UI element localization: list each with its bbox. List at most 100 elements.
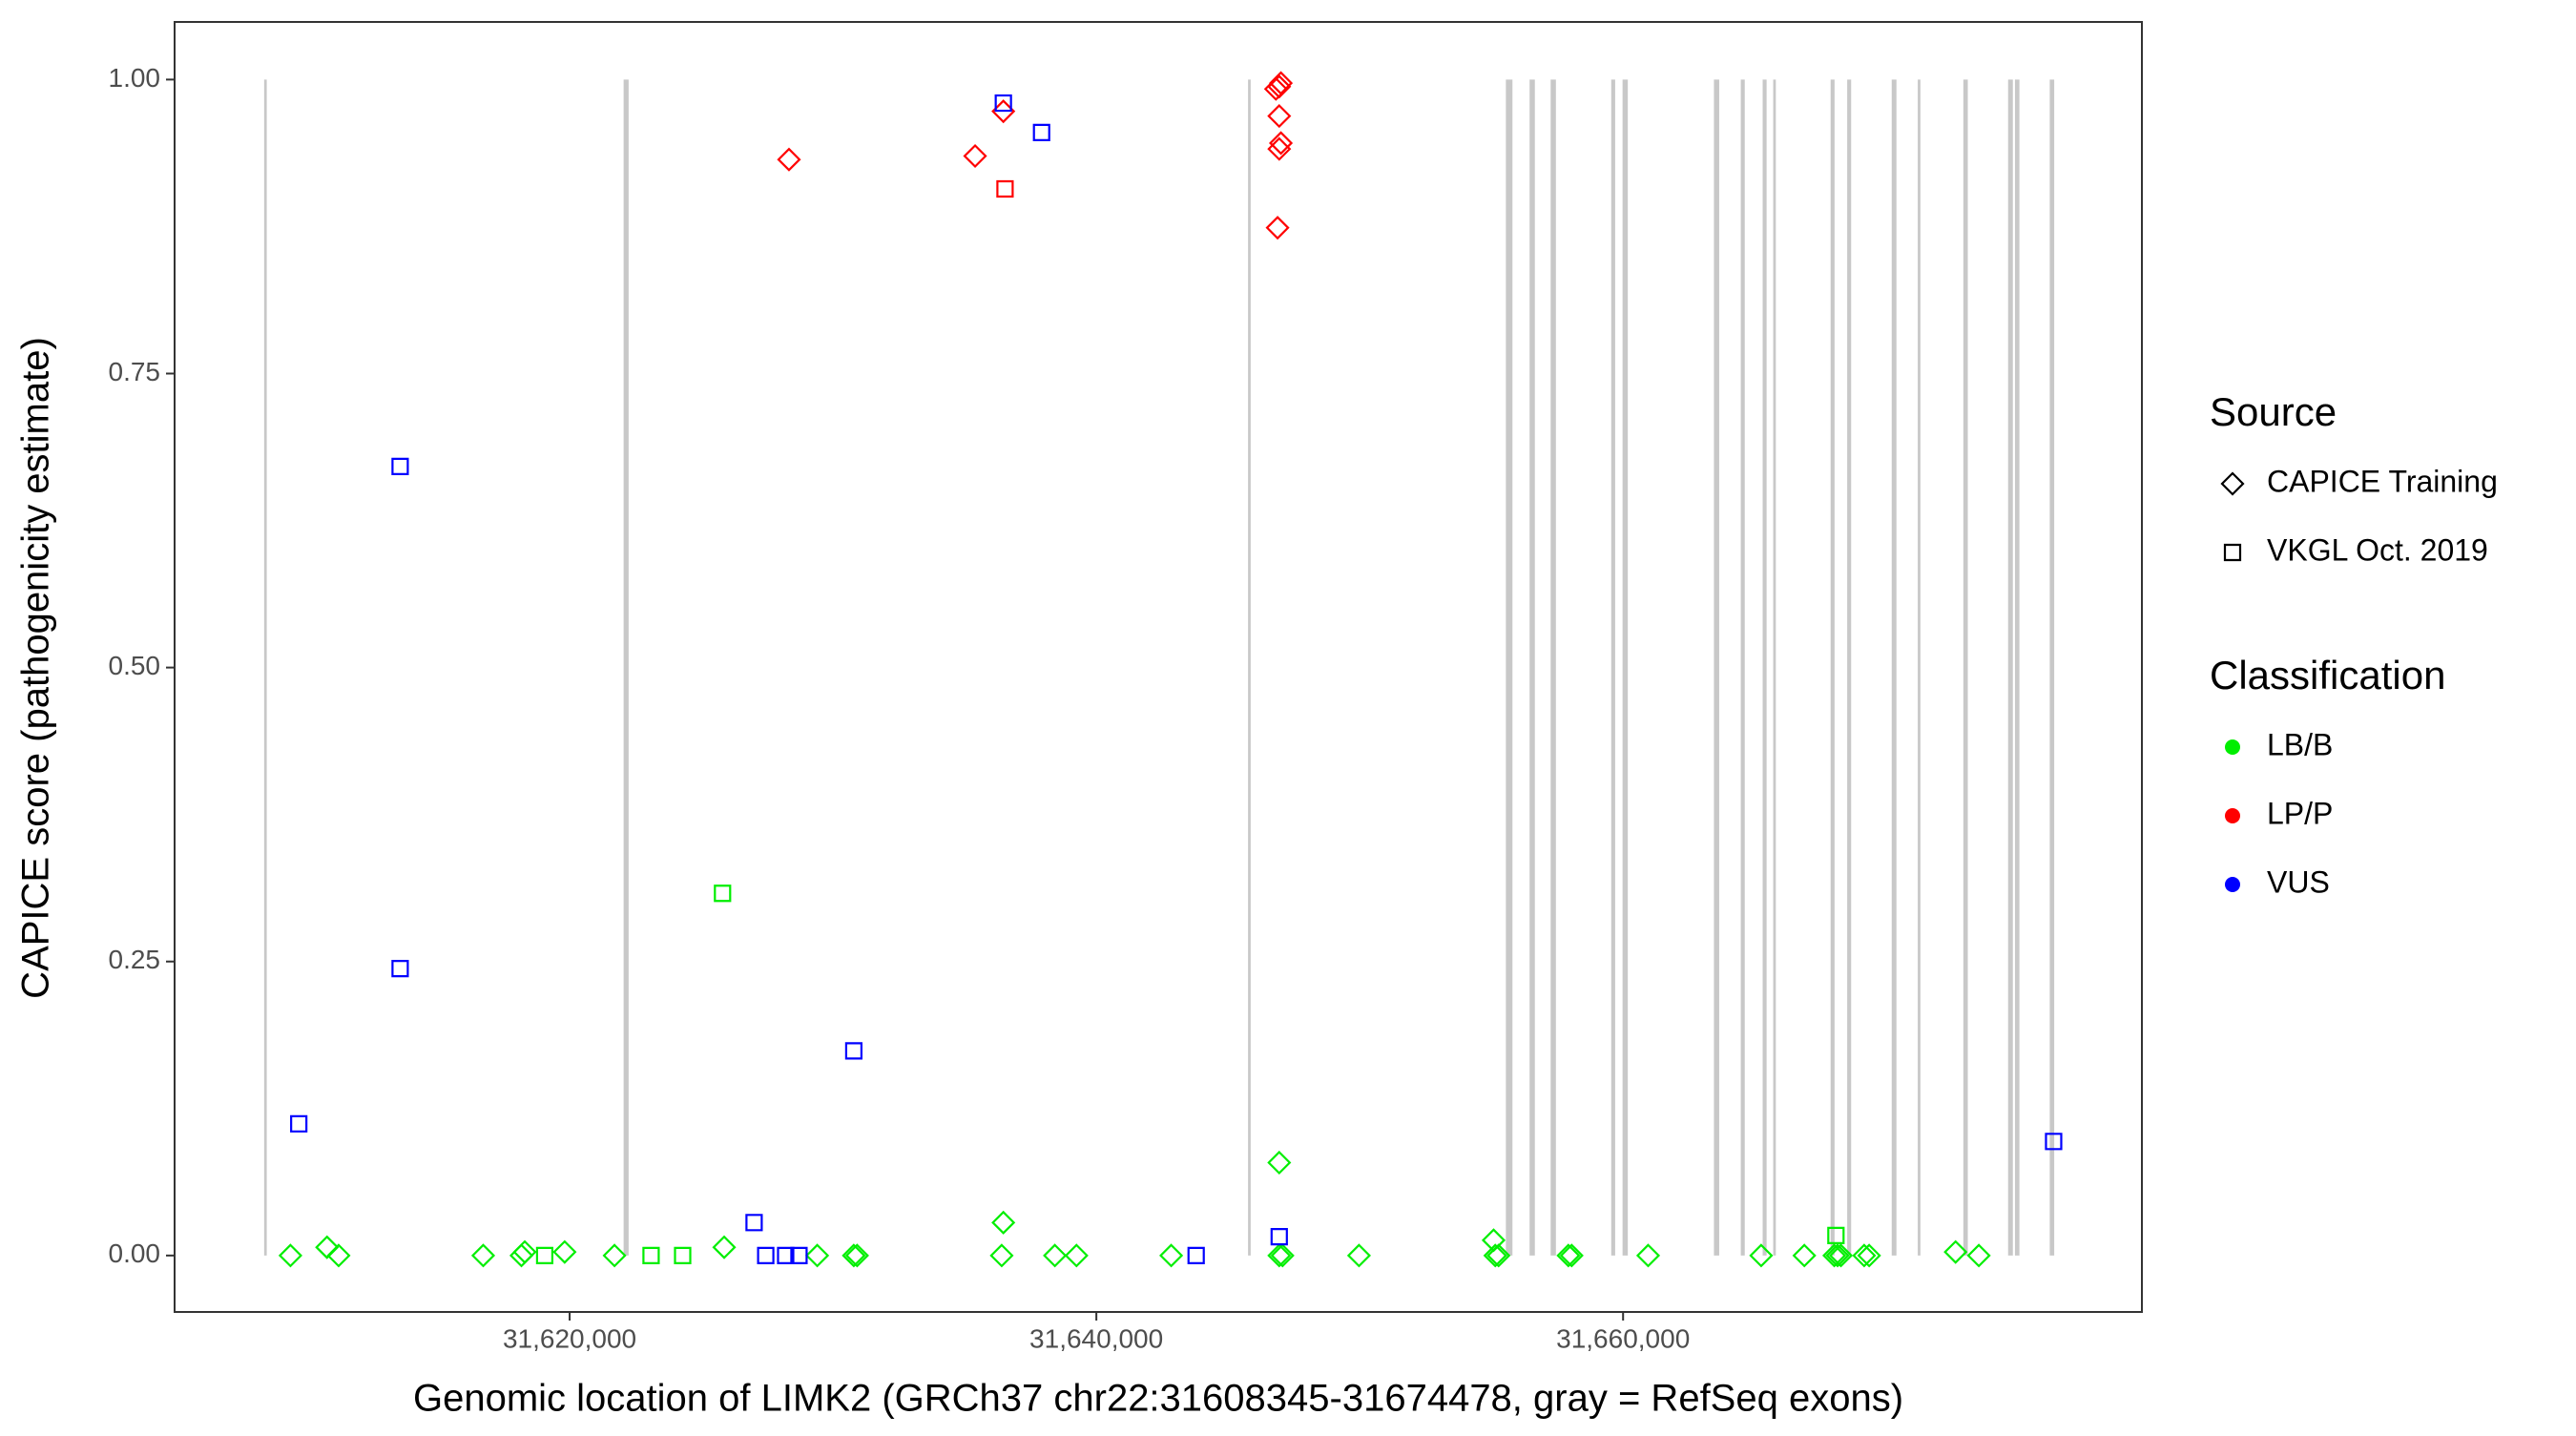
point	[1263, 76, 1288, 101]
exon	[1773, 79, 1776, 1256]
exon	[1506, 79, 1513, 1256]
legend-label: LB/B	[2267, 727, 2333, 761]
point	[1556, 1243, 1581, 1268]
exon	[1610, 79, 1615, 1256]
y-tick-label: 0.00	[109, 1238, 161, 1268]
point	[1825, 1243, 1850, 1268]
legend-label: VKGL Oct. 2019	[2267, 532, 2488, 567]
point	[552, 1239, 577, 1264]
x-tick-label: 31,660,000	[1556, 1323, 1690, 1353]
point	[391, 457, 409, 475]
point	[391, 960, 409, 978]
point	[1635, 1243, 1661, 1268]
point	[844, 1243, 869, 1268]
y-axis-title: CAPICE score (pathogenicity estimate)	[15, 337, 57, 999]
exon	[263, 79, 267, 1256]
point	[844, 1042, 863, 1060]
point	[1486, 1243, 1511, 1268]
point	[714, 884, 732, 903]
point	[991, 1210, 1016, 1235]
point	[989, 1243, 1014, 1268]
legend-title: Source	[2210, 389, 2337, 434]
exon	[2007, 79, 2013, 1256]
point	[290, 1114, 308, 1133]
point	[1966, 1243, 1991, 1268]
point	[1822, 1243, 1847, 1268]
y-tick-label: 0.50	[109, 651, 161, 680]
point	[512, 1239, 537, 1264]
point	[1270, 1228, 1288, 1246]
point	[805, 1243, 830, 1268]
point	[509, 1243, 534, 1268]
legend-key	[2225, 877, 2240, 892]
point	[994, 94, 1012, 113]
exon	[2014, 79, 2020, 1256]
point	[1270, 1243, 1295, 1268]
point	[1559, 1243, 1584, 1268]
exon	[1918, 79, 1921, 1256]
exon	[1550, 79, 1556, 1256]
point	[1267, 1243, 1292, 1268]
point	[1483, 1243, 1507, 1268]
point	[1943, 1239, 1968, 1264]
point	[326, 1243, 351, 1268]
point	[1032, 123, 1050, 141]
point	[1267, 1150, 1292, 1176]
point	[777, 147, 801, 172]
point	[1064, 1243, 1089, 1268]
x-tick-label: 31,640,000	[1029, 1323, 1163, 1353]
point	[1043, 1243, 1068, 1268]
legend-key	[2223, 543, 2242, 562]
point	[470, 1243, 496, 1268]
exon	[1740, 79, 1745, 1256]
point	[1346, 1243, 1371, 1268]
point	[674, 1246, 692, 1264]
point	[841, 1243, 866, 1268]
point	[1187, 1246, 1205, 1264]
exon	[1891, 79, 1897, 1256]
point	[712, 1235, 737, 1259]
y-tick-label: 0.25	[109, 945, 161, 974]
point	[1827, 1226, 1845, 1244]
point	[1749, 1243, 1774, 1268]
point	[963, 143, 987, 169]
exon	[1622, 79, 1629, 1256]
exon	[1714, 79, 1719, 1256]
exon	[2049, 79, 2055, 1256]
exon	[1847, 79, 1852, 1256]
x-tick-label: 31,620,000	[503, 1323, 636, 1353]
legend-label: LP/P	[2267, 796, 2333, 830]
exon	[1963, 79, 1968, 1256]
point	[1828, 1243, 1854, 1268]
point	[1857, 1243, 1881, 1268]
point	[745, 1214, 763, 1232]
exon	[1529, 79, 1535, 1256]
point	[996, 179, 1014, 198]
point	[278, 1243, 302, 1268]
y-tick-label: 0.75	[109, 357, 161, 386]
legend-key	[2220, 471, 2245, 496]
legend-key	[2225, 739, 2240, 755]
point	[1159, 1243, 1184, 1268]
legend-title: Classification	[2210, 653, 2445, 697]
point	[1852, 1243, 1877, 1268]
x-axis-title: Genomic location of LIMK2 (GRCh37 chr22:…	[413, 1378, 1903, 1420]
point	[757, 1246, 775, 1264]
point	[1265, 216, 1290, 240]
y-tick-label: 1.00	[109, 63, 161, 93]
exon	[623, 79, 629, 1256]
point	[1792, 1243, 1817, 1268]
legend-label: VUS	[2267, 864, 2330, 899]
point	[535, 1246, 554, 1264]
point	[642, 1246, 660, 1264]
exon	[1248, 79, 1251, 1256]
legend-key	[2225, 808, 2240, 823]
legend-label: CAPICE Training	[2267, 464, 2498, 498]
point	[602, 1243, 627, 1268]
point	[315, 1235, 340, 1259]
exon	[1762, 79, 1767, 1256]
exon	[1830, 79, 1835, 1256]
point	[1268, 131, 1294, 156]
